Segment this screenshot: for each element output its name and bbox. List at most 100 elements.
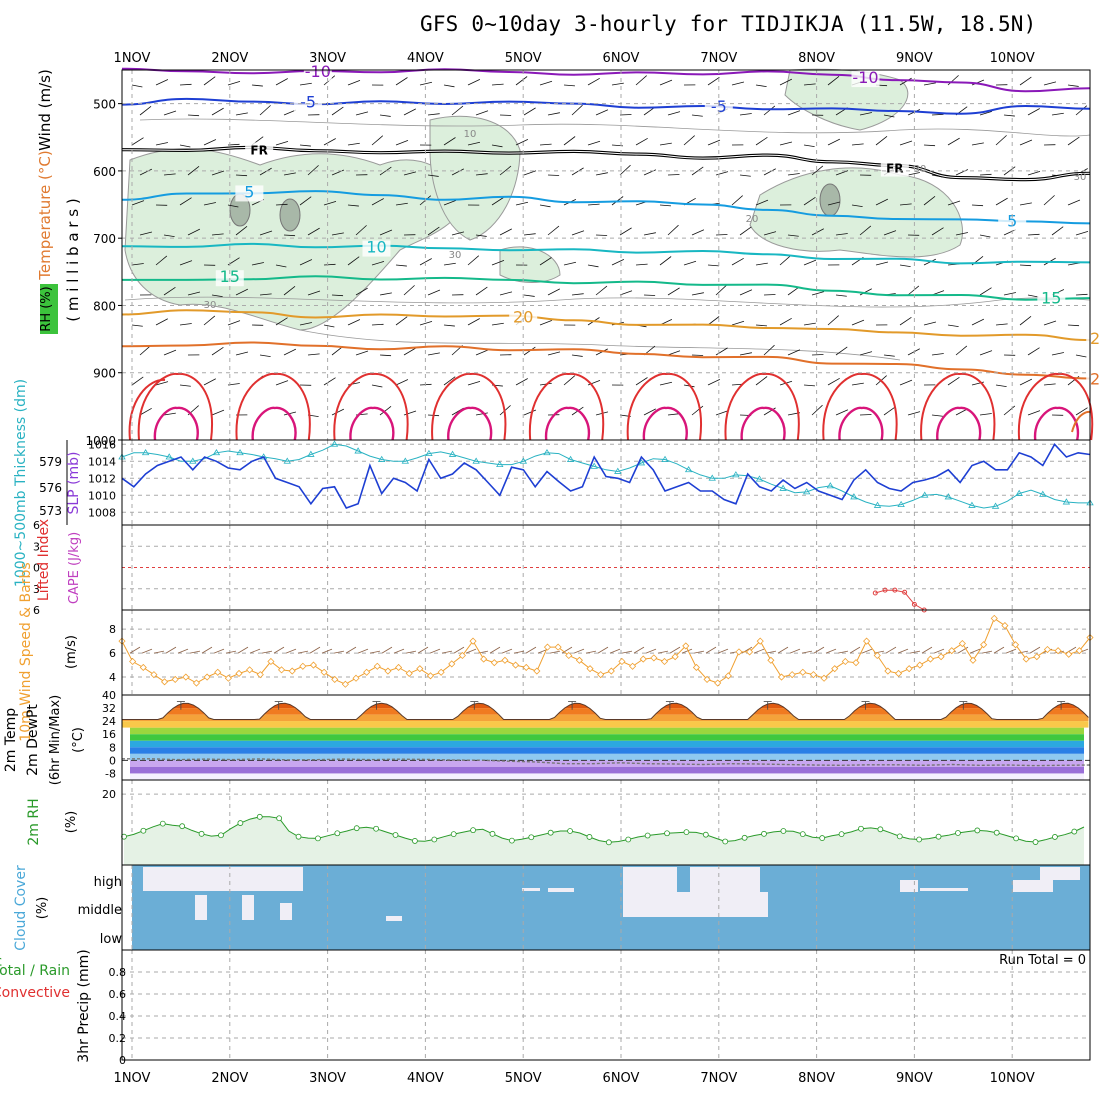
wind-barb (203, 378, 216, 386)
rh-marker (896, 833, 903, 840)
wind-speed-marker (809, 671, 817, 679)
wind-barb (563, 375, 576, 386)
surface-wind-barb (297, 650, 309, 654)
wind-barb (371, 384, 383, 388)
wind-barb (499, 228, 513, 236)
wind-barb (707, 378, 721, 386)
wind-speed-marker (139, 663, 147, 672)
wind-speed-marker (586, 665, 594, 673)
wind-barb (379, 114, 391, 117)
wind-barb (1003, 292, 1016, 296)
cloud-gap (242, 895, 254, 920)
surface-wind-barb (453, 646, 465, 654)
surface-wind-barb (669, 646, 681, 654)
temp-35-contour (838, 406, 884, 441)
rh-marker (1052, 834, 1058, 840)
surface-wind-barb (765, 650, 777, 654)
contour-label-bg (362, 240, 391, 257)
wind-speed-marker (256, 671, 264, 679)
wind-barb (499, 165, 512, 176)
wind-barb (395, 264, 407, 267)
wind-barb (787, 110, 801, 116)
wind-barb (755, 84, 767, 88)
wind-barb (283, 109, 297, 116)
wind-barb (995, 135, 1007, 146)
wind-barb (835, 294, 847, 297)
wind-barb (859, 225, 872, 236)
wind-barb (539, 257, 552, 266)
precip-axis-label: 3hr Precip (mm) (76, 949, 92, 1062)
contour-label: -10 (852, 68, 878, 87)
surface-wind-barb (141, 648, 153, 654)
lifted-index-axis-label: Lifted Index (36, 519, 52, 601)
top-day-label: 9NOV (896, 51, 933, 66)
wind-speed-marker (1043, 645, 1052, 654)
temp-30-contour (529, 372, 605, 441)
wind-barb (763, 344, 775, 356)
surface-wind-barb (165, 646, 177, 654)
surface-wind-barb (633, 646, 645, 654)
wind-speed-marker (916, 661, 924, 669)
rh-marker (1071, 828, 1078, 835)
rh-shading (499, 246, 561, 283)
wind-barb (1067, 199, 1081, 206)
wind-speed-marker (129, 657, 137, 666)
wind-barb (299, 144, 311, 147)
wind-speed-marker (480, 655, 488, 663)
wind-barb (659, 256, 672, 266)
rh-label: 30 (1074, 172, 1087, 183)
wind-barb (739, 226, 752, 236)
temperature-contour (121, 242, 1091, 265)
wind-barb (875, 135, 888, 146)
wind-barb (571, 354, 583, 357)
surface-wind-barb (585, 650, 597, 654)
contour-label: 15 (220, 267, 240, 286)
wind-speed-marker (756, 637, 764, 645)
wind-barb (1067, 84, 1079, 87)
top-day-label: 10NOV (990, 51, 1035, 66)
wind-barb (451, 105, 464, 116)
thickness-marker (165, 453, 173, 460)
surface-wind-barb (909, 650, 921, 654)
wind-speed-marker (512, 661, 520, 669)
wind-barb (955, 408, 968, 416)
thickness-marker (991, 502, 1000, 509)
wind-barb (467, 78, 481, 86)
surface-wind-barb (261, 650, 273, 654)
wind-barb (1003, 229, 1017, 236)
wind-barb (515, 138, 529, 146)
rh-marker (276, 815, 283, 822)
wind-barb (1003, 114, 1015, 117)
rh-marker (916, 836, 923, 843)
thickness-marker (921, 491, 929, 498)
thickness-marker (755, 475, 764, 482)
surface-wind-barb (837, 650, 849, 654)
thickness-marker (401, 457, 410, 464)
temp-35-contour (349, 406, 395, 441)
wind-barb (403, 171, 417, 176)
surface-wind-barb (1005, 648, 1017, 654)
temp2m-units: (°C) (71, 727, 86, 753)
cloud-gap (143, 867, 303, 891)
surface-wind-barb (429, 648, 441, 654)
wind-barb (731, 81, 745, 86)
wind-speed-marker (522, 663, 530, 672)
bottom-day-label: 8NOV (798, 1071, 835, 1086)
wind-barb (587, 140, 601, 146)
wind-barb (275, 78, 288, 86)
rh-marker (218, 832, 224, 839)
surface-wind-barb (801, 650, 813, 654)
wind-barb (323, 377, 336, 386)
wind-barb (659, 142, 672, 146)
wind-barb (275, 203, 288, 206)
wind-barb (275, 380, 289, 386)
rh-marker (334, 830, 341, 837)
wind-barb (395, 202, 408, 206)
rh-contour (299, 329, 901, 361)
wind-barb (203, 315, 216, 326)
wind-barb (491, 322, 504, 326)
contour-label-bg (245, 142, 274, 159)
wind-barb (587, 77, 600, 86)
wind-speed-marker (373, 662, 381, 670)
wind-barb (379, 405, 392, 416)
